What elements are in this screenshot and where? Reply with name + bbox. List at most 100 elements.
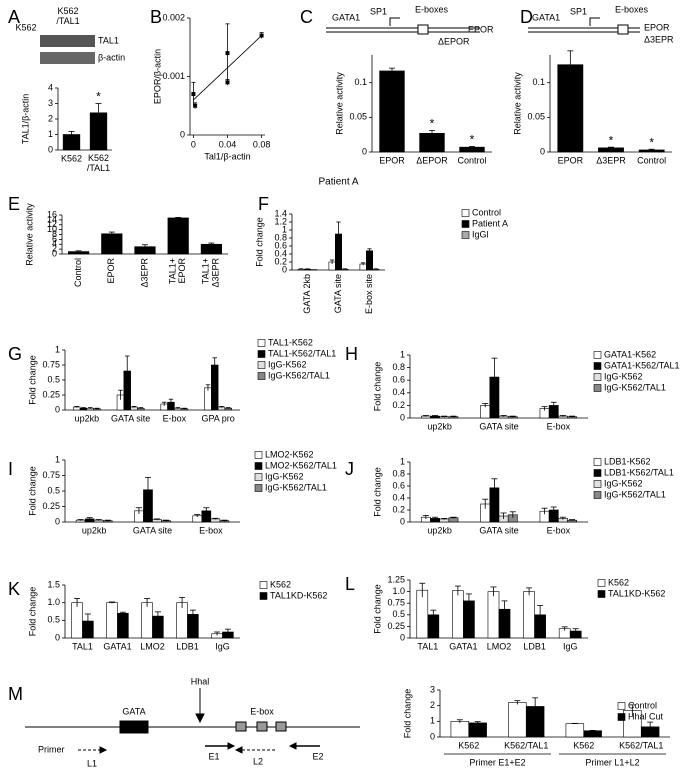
- lane-label: K562: [15, 22, 36, 32]
- legend-swatch: [593, 491, 602, 499]
- legend-label: Control: [628, 700, 657, 710]
- locus-m: [25, 688, 360, 754]
- x-tick-label: Δ3EPR: [139, 258, 149, 288]
- site-label: GATA1: [532, 12, 560, 22]
- legend-label: LMO2-K562/TAL1: [265, 460, 337, 470]
- x-tick-label: Δ3EPR: [596, 155, 626, 165]
- x-tick-label: ΔEPOR: [416, 155, 448, 165]
- y-tick-label: 0: [430, 731, 435, 741]
- blot: K562 K562/TAL1 TAL1 β-actin: [15, 6, 125, 64]
- x-tick-label: TAL1: [72, 641, 93, 651]
- y-tick-label: 1.0: [47, 597, 60, 607]
- y-tick-label: 1: [400, 456, 405, 466]
- y-axis-label: Relative activity: [334, 72, 344, 135]
- y-tick-label: 3: [48, 98, 53, 108]
- y-tick-label: 0: [55, 632, 60, 642]
- site-label: E-boxes: [415, 4, 449, 14]
- y-axis-label: Fold change: [372, 467, 382, 517]
- y-tick-label: 0.6: [392, 480, 405, 490]
- bar: [141, 602, 153, 639]
- bar: [487, 591, 500, 639]
- x-tick-label: TAL1+EPOR: [168, 258, 188, 285]
- y-tick-label: 0.2: [392, 504, 405, 514]
- bar: [101, 233, 123, 255]
- panel-label: D: [520, 7, 533, 27]
- y-tick-label: 4: [48, 82, 53, 92]
- y-tick-label: 0: [180, 129, 185, 139]
- x-tick-label: TAL1+Δ3EPR: [201, 258, 221, 288]
- y-tick-label: 0.6: [274, 240, 287, 250]
- y-tick-label: 0: [55, 404, 60, 414]
- bar: [117, 612, 129, 639]
- y-tick-label: 0: [55, 516, 60, 526]
- point: [191, 92, 196, 97]
- y-tick-label: 0.25: [42, 389, 60, 399]
- panel-label: I: [8, 459, 13, 479]
- bar: [167, 217, 189, 255]
- bar: [468, 722, 487, 738]
- y-tick-label: 0: [362, 146, 367, 156]
- x-tick-label: GATA site: [479, 525, 518, 535]
- panel-label: C: [300, 7, 313, 27]
- legend-label: IgG-K562/TAL1: [604, 489, 666, 499]
- panel-label: G: [8, 344, 22, 364]
- y-tick-label: 0: [400, 632, 405, 642]
- x-tick-label: E-box: [547, 421, 571, 431]
- y-tick-label: 0: [540, 146, 545, 156]
- x-tick-label: 0.08: [253, 139, 271, 149]
- legend-swatch: [254, 473, 263, 481]
- x-tick-label: E-box site: [364, 274, 374, 314]
- point: [225, 80, 230, 85]
- x-tick-label: Control: [637, 155, 666, 165]
- y-tick-label: 0.75: [387, 598, 405, 608]
- legend-label: Control: [472, 207, 501, 217]
- construct-c: [326, 17, 480, 35]
- bar: [523, 591, 535, 639]
- site-label: GATA: [122, 706, 145, 716]
- y-tick-label: 0.25: [387, 621, 405, 631]
- y-tick-label: 0.75: [42, 359, 60, 369]
- y-axis-label: Fold change: [27, 466, 37, 516]
- x-axis-label: Tal1/β-actin: [204, 151, 250, 161]
- y-tick-label: 0.4: [274, 248, 287, 258]
- y-tick-label: 0.4: [392, 387, 405, 397]
- band-label: β-actin: [98, 52, 125, 62]
- bar: [200, 243, 222, 255]
- panel-label: K: [8, 579, 20, 599]
- x-tick-label: K562/TAL1: [504, 740, 548, 750]
- legend-label: Hhal Cut: [628, 711, 664, 721]
- x-tick-label: GATA1: [449, 641, 477, 651]
- bar: [71, 602, 83, 639]
- significance-marker: *: [470, 133, 475, 147]
- x-tick-label: up2kb: [82, 525, 107, 535]
- construct-label: EPOR: [644, 22, 670, 32]
- legend-swatch: [257, 372, 266, 380]
- significance-marker: *: [649, 135, 654, 149]
- x-tick-label: EPOR: [379, 155, 405, 165]
- primer-label: E1: [208, 751, 219, 761]
- x-tick-label: Control: [73, 258, 83, 287]
- band-label: TAL1: [98, 35, 119, 45]
- site-label: E-boxes: [615, 4, 649, 14]
- legend-label: LDB1-K562/TAL1: [604, 467, 674, 477]
- group-label: Primer E1+E2: [469, 757, 525, 767]
- legend-label: IgG-K562: [604, 478, 643, 488]
- x-tick-label: GATA site: [479, 421, 518, 431]
- y-tick-label: 6: [52, 234, 57, 244]
- y-tick-label: 0.25: [42, 501, 60, 511]
- y-tick-label: 3: [430, 684, 435, 694]
- legend-swatch: [617, 713, 626, 721]
- legend-label: K562: [608, 577, 629, 587]
- band: [40, 35, 95, 47]
- y-tick-label: 0: [48, 144, 53, 154]
- panel-label: H: [345, 344, 358, 364]
- y-tick-label: 10: [47, 224, 57, 234]
- legend-label: TAL1KD-K562: [608, 588, 665, 598]
- y-tick-label: 0.05: [527, 112, 545, 122]
- x-tick-label: GATA1: [103, 641, 131, 651]
- legend-label: IgG-K562/TAL1: [604, 382, 666, 392]
- legend-swatch: [597, 590, 606, 598]
- legend-label: TAL1-K562: [268, 337, 313, 347]
- legend-label: IgG-K562: [265, 471, 304, 481]
